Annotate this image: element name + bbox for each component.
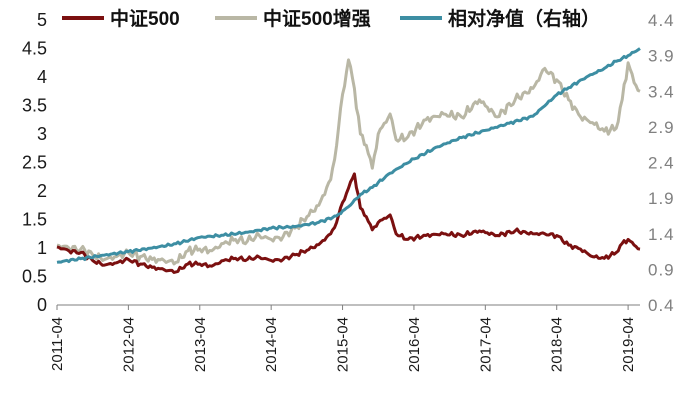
legend-label: 中证500: [110, 7, 180, 30]
x-tick-label: 2014-04: [263, 317, 280, 372]
right-tick-label: 3.9: [648, 47, 675, 66]
left-tick-label: 2.5: [22, 153, 47, 173]
axes-layer: 0 0.5 1 1.5 2 2.5 3 3.5 4 4.5 5 0.4 0.9 1.4 1.9 2.4 2.9 3…: [22, 10, 675, 372]
right-tick-label: 2.9: [648, 118, 675, 137]
right-tick-label: 1.9: [648, 189, 675, 208]
series-line-relative-nav: [56, 47, 641, 264]
left-tick-label: 0: [37, 295, 47, 315]
left-tick-label: 3.5: [22, 96, 47, 116]
right-tick-label: 0.4: [648, 296, 675, 315]
left-tick-label: 4.5: [22, 39, 47, 59]
right-tick-label: 0.9: [648, 260, 675, 279]
left-tick-label: 4: [37, 67, 47, 87]
left-tick-label: 5: [37, 10, 47, 30]
series-line-csi500-enhanced: [56, 58, 641, 266]
left-tick-label: 2: [37, 181, 47, 201]
legend-label: 中证500增强: [263, 7, 371, 30]
right-tick-label: 3.4: [648, 82, 675, 101]
x-tick-label: 2013-04: [192, 317, 209, 372]
legend-label: 相对净值（右轴）: [448, 7, 600, 30]
right-tick-label: 2.4: [648, 154, 675, 173]
x-tick-label: 2019-04: [620, 317, 637, 372]
left-tick-label: 3: [37, 124, 47, 144]
legend: 中证500 中证500增强 相对净值（右轴）: [62, 7, 600, 30]
x-tick-label: 2015-04: [335, 317, 352, 372]
right-tick-label: 4.4: [648, 11, 675, 30]
x-tick-label: 2017-04: [477, 317, 494, 372]
left-tick-label: 0.5: [22, 267, 47, 287]
series-layer: [56, 47, 641, 274]
x-tick-label: 2018-04: [549, 317, 566, 372]
series-line-csi500: [56, 172, 641, 274]
right-tick-label: 1.4: [648, 225, 675, 244]
x-tick-label: 2011-04: [49, 317, 66, 371]
left-tick-label: 1.5: [22, 210, 47, 230]
x-tick-label: 2012-04: [120, 317, 137, 372]
x-tick-label: 2016-04: [406, 317, 423, 372]
left-tick-label: 1: [37, 238, 47, 258]
